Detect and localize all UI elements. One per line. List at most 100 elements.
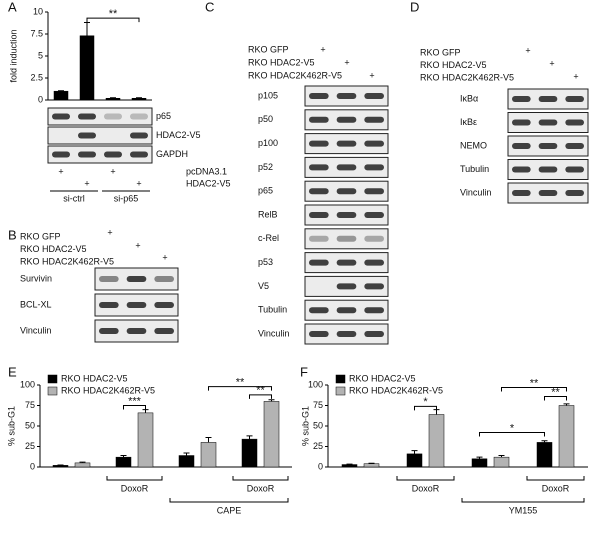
blot-band [512,96,531,102]
condition-mark: + [344,57,349,67]
bar [79,35,95,101]
treatment-label: HDAC2-V5 [186,178,231,188]
bar [178,455,195,468]
blot-label: RelB [258,209,278,219]
panel-label: A [8,0,17,14]
group-label: si-ctrl [63,193,85,203]
group-label: DoxoR [247,483,275,493]
blot-band [336,188,357,195]
blot-label: p50 [258,114,273,124]
blot-band [565,190,584,196]
blot-band [538,119,558,126]
blot-band [309,259,329,266]
blot-label: Vinculin [20,325,51,335]
blot-band [99,328,119,334]
blot-band [336,235,357,242]
significance-bracket [479,432,545,437]
blot-label: p52 [258,162,273,172]
group-label: DoxoR [542,483,570,493]
legend-label: RKO HDAC2K462R-V5 [349,385,443,395]
blot-band [126,302,147,308]
condition-mark: + [525,45,530,55]
blot-label: Tubulin [258,305,287,315]
blot-label: GAPDH [156,149,188,159]
bar [341,464,358,468]
blot-band [364,93,384,99]
blot-band [364,188,384,195]
y-tick-label: 0 [30,461,35,471]
blot-band [538,96,558,102]
treatment-mark: + [136,178,141,188]
blot-band [336,283,357,290]
treatment-mark: + [84,178,89,188]
bar [263,401,280,468]
blot-band [364,331,384,337]
error-bar [476,456,483,459]
blot-label: Vinculin [460,187,491,197]
error-bar [142,409,149,413]
condition-label: RKO HDAC2K462R-V5 [248,70,342,80]
blot-label: HDAC2-V5 [156,130,201,140]
y-axis-label: % sub-G1 [300,406,310,446]
blot-band [99,302,119,308]
legend-label: RKO HDAC2-V5 [61,373,128,383]
bar [493,456,510,468]
blot-label: p65 [258,186,273,196]
condition-mark: + [162,252,167,262]
blot-band [364,283,384,290]
y-tick-label: 50 [25,420,35,430]
blot-band [512,166,531,173]
bar [428,414,445,468]
significance-label: * [510,422,515,434]
significance-bracket [123,405,146,410]
condition-label: RKO GFP [420,47,461,57]
bar [105,97,121,101]
condition-label: RKO GFP [248,44,289,54]
significance-bracket [249,394,272,399]
legend-label: RKO HDAC2K462R-V5 [61,385,155,395]
blot-band [512,143,531,149]
bar [406,453,423,468]
blot-band [364,140,384,147]
legend-swatch [47,386,58,396]
y-axis-label: % sub-G1 [6,406,16,446]
condition-label: RKO HDAC2K462R-V5 [20,256,114,266]
group-label: YM155 [509,505,538,515]
group-label: CAPE [217,505,242,515]
significance-label: ** [551,386,560,398]
y-tick-label: 2.5 [30,72,43,82]
blot-band [309,93,329,99]
blot-label: IκBα [460,93,478,103]
blot-band [565,96,584,102]
treatment-mark: + [58,166,63,176]
blot-band [336,164,357,171]
blot-band [309,164,329,171]
y-tick-label: 25 [313,441,323,451]
blot-band [565,166,584,173]
blot-band [336,93,357,99]
blot-label: Tubulin [460,164,489,174]
condition-mark: + [369,70,374,80]
significance-bracket [414,405,437,411]
y-tick-label: 0 [38,94,43,104]
error-bar [183,452,190,456]
blot-band [154,302,174,308]
condition-mark: + [135,240,140,250]
blot-frame [304,228,389,250]
blot-band [336,259,357,266]
error-bar [79,461,86,463]
condition-label: RKO HDAC2-V5 [420,60,487,70]
blot-band [512,119,531,126]
legend-label: RKO HDAC2-V5 [349,373,416,383]
bar [115,456,132,468]
error-bar [433,409,440,415]
significance-bracket [501,386,567,392]
blot-band [78,113,96,120]
significance-bracket [208,386,272,391]
blot-label: V5 [258,281,269,291]
group-label: DoxoR [121,483,149,493]
blot-band [336,212,357,218]
error-bar [563,403,570,406]
blot-label: Survivin [20,273,52,283]
